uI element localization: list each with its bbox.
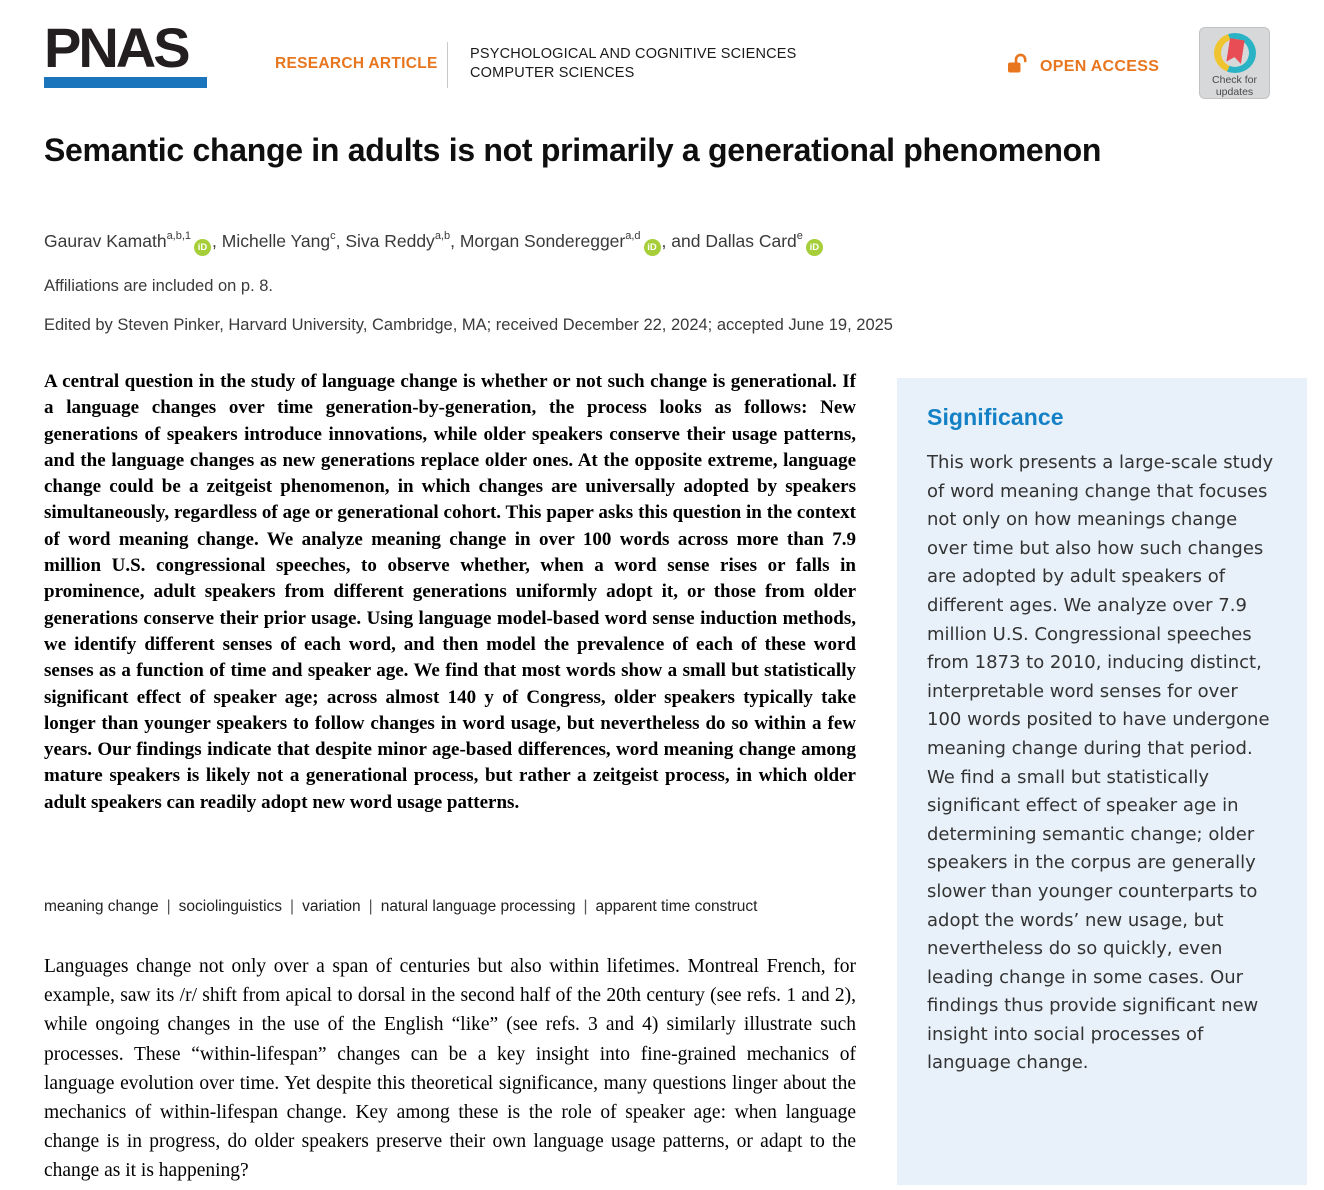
author-name: Siva Reddy: [345, 231, 435, 251]
keyword: natural language processing: [380, 898, 576, 915]
significance-heading: Significance: [927, 404, 1064, 430]
keyword-separator: |: [166, 898, 171, 915]
orcid-icon[interactable]: iD: [643, 239, 661, 256]
author-affiliation-sup: a,b,1: [166, 230, 192, 243]
author-affiliation-sup: a,d: [625, 230, 641, 243]
open-access-label: OPEN ACCESS: [1040, 57, 1160, 75]
open-lock-icon: [1006, 52, 1032, 81]
article-categories: PSYCHOLOGICAL AND COGNITIVE SCIENCES COM…: [470, 45, 797, 83]
pnas-logo: PNAS: [44, 16, 207, 88]
check-for-updates-label: Check for updates: [1212, 74, 1257, 98]
open-access-badge: OPEN ACCESS: [1006, 52, 1159, 81]
abstract-text: A central question in the study of langu…: [44, 371, 856, 813]
author-affiliation-sup: e: [796, 230, 803, 243]
keyword: apparent time construct: [595, 898, 758, 915]
orcid-icon[interactable]: iD: [805, 239, 823, 256]
author-affiliation-sup: a,b: [434, 230, 451, 243]
significance-text: This work presents a large-scale study o…: [927, 452, 1274, 1074]
author-name: Morgan Sonderegger: [459, 231, 626, 251]
author-name: Michelle Yang: [221, 231, 331, 251]
author-name: Dallas Card: [705, 231, 797, 251]
category-line-2: COMPUTER SCIENCES: [470, 65, 635, 81]
orcid-icon[interactable]: iD: [194, 239, 212, 256]
keyword: variation: [302, 898, 361, 915]
keyword-separator: |: [583, 898, 588, 915]
pnas-logo-underline: [44, 77, 207, 88]
check-for-updates-button[interactable]: Check for updates: [1199, 27, 1270, 99]
keyword-separator: |: [290, 898, 295, 915]
header-divider: [447, 42, 448, 88]
crossmark-ring-icon: [1213, 33, 1256, 73]
edited-by-line: Edited by Steven Pinker, Harvard Univers…: [44, 316, 893, 334]
keyword-list: meaning change | sociolinguistics | variatio…: [44, 898, 904, 916]
keyword-separator: |: [368, 898, 373, 915]
author-name: Gaurav Kamath: [44, 231, 167, 251]
category-line-1: PSYCHOLOGICAL AND COGNITIVE SCIENCES: [470, 46, 797, 62]
author-affiliation-sup: c: [330, 230, 336, 243]
article-type-label: RESEARCH ARTICLE: [275, 55, 438, 72]
pnas-logo-text: PNAS: [44, 16, 191, 79]
affiliations-note: Affiliations are included on p. 8.: [44, 277, 274, 295]
keyword: meaning change: [44, 898, 159, 915]
author-list: Gaurav Kamatha,b,1iD, Michelle Yangc, Si…: [44, 230, 1044, 256]
keyword: sociolinguistics: [178, 898, 283, 915]
page-title: Semantic change in adults is not primari…: [44, 132, 1102, 168]
body-paragraph: Languages change not only over a span of…: [44, 956, 856, 1182]
significance-box: Significance This work presents a large-…: [897, 378, 1307, 1185]
